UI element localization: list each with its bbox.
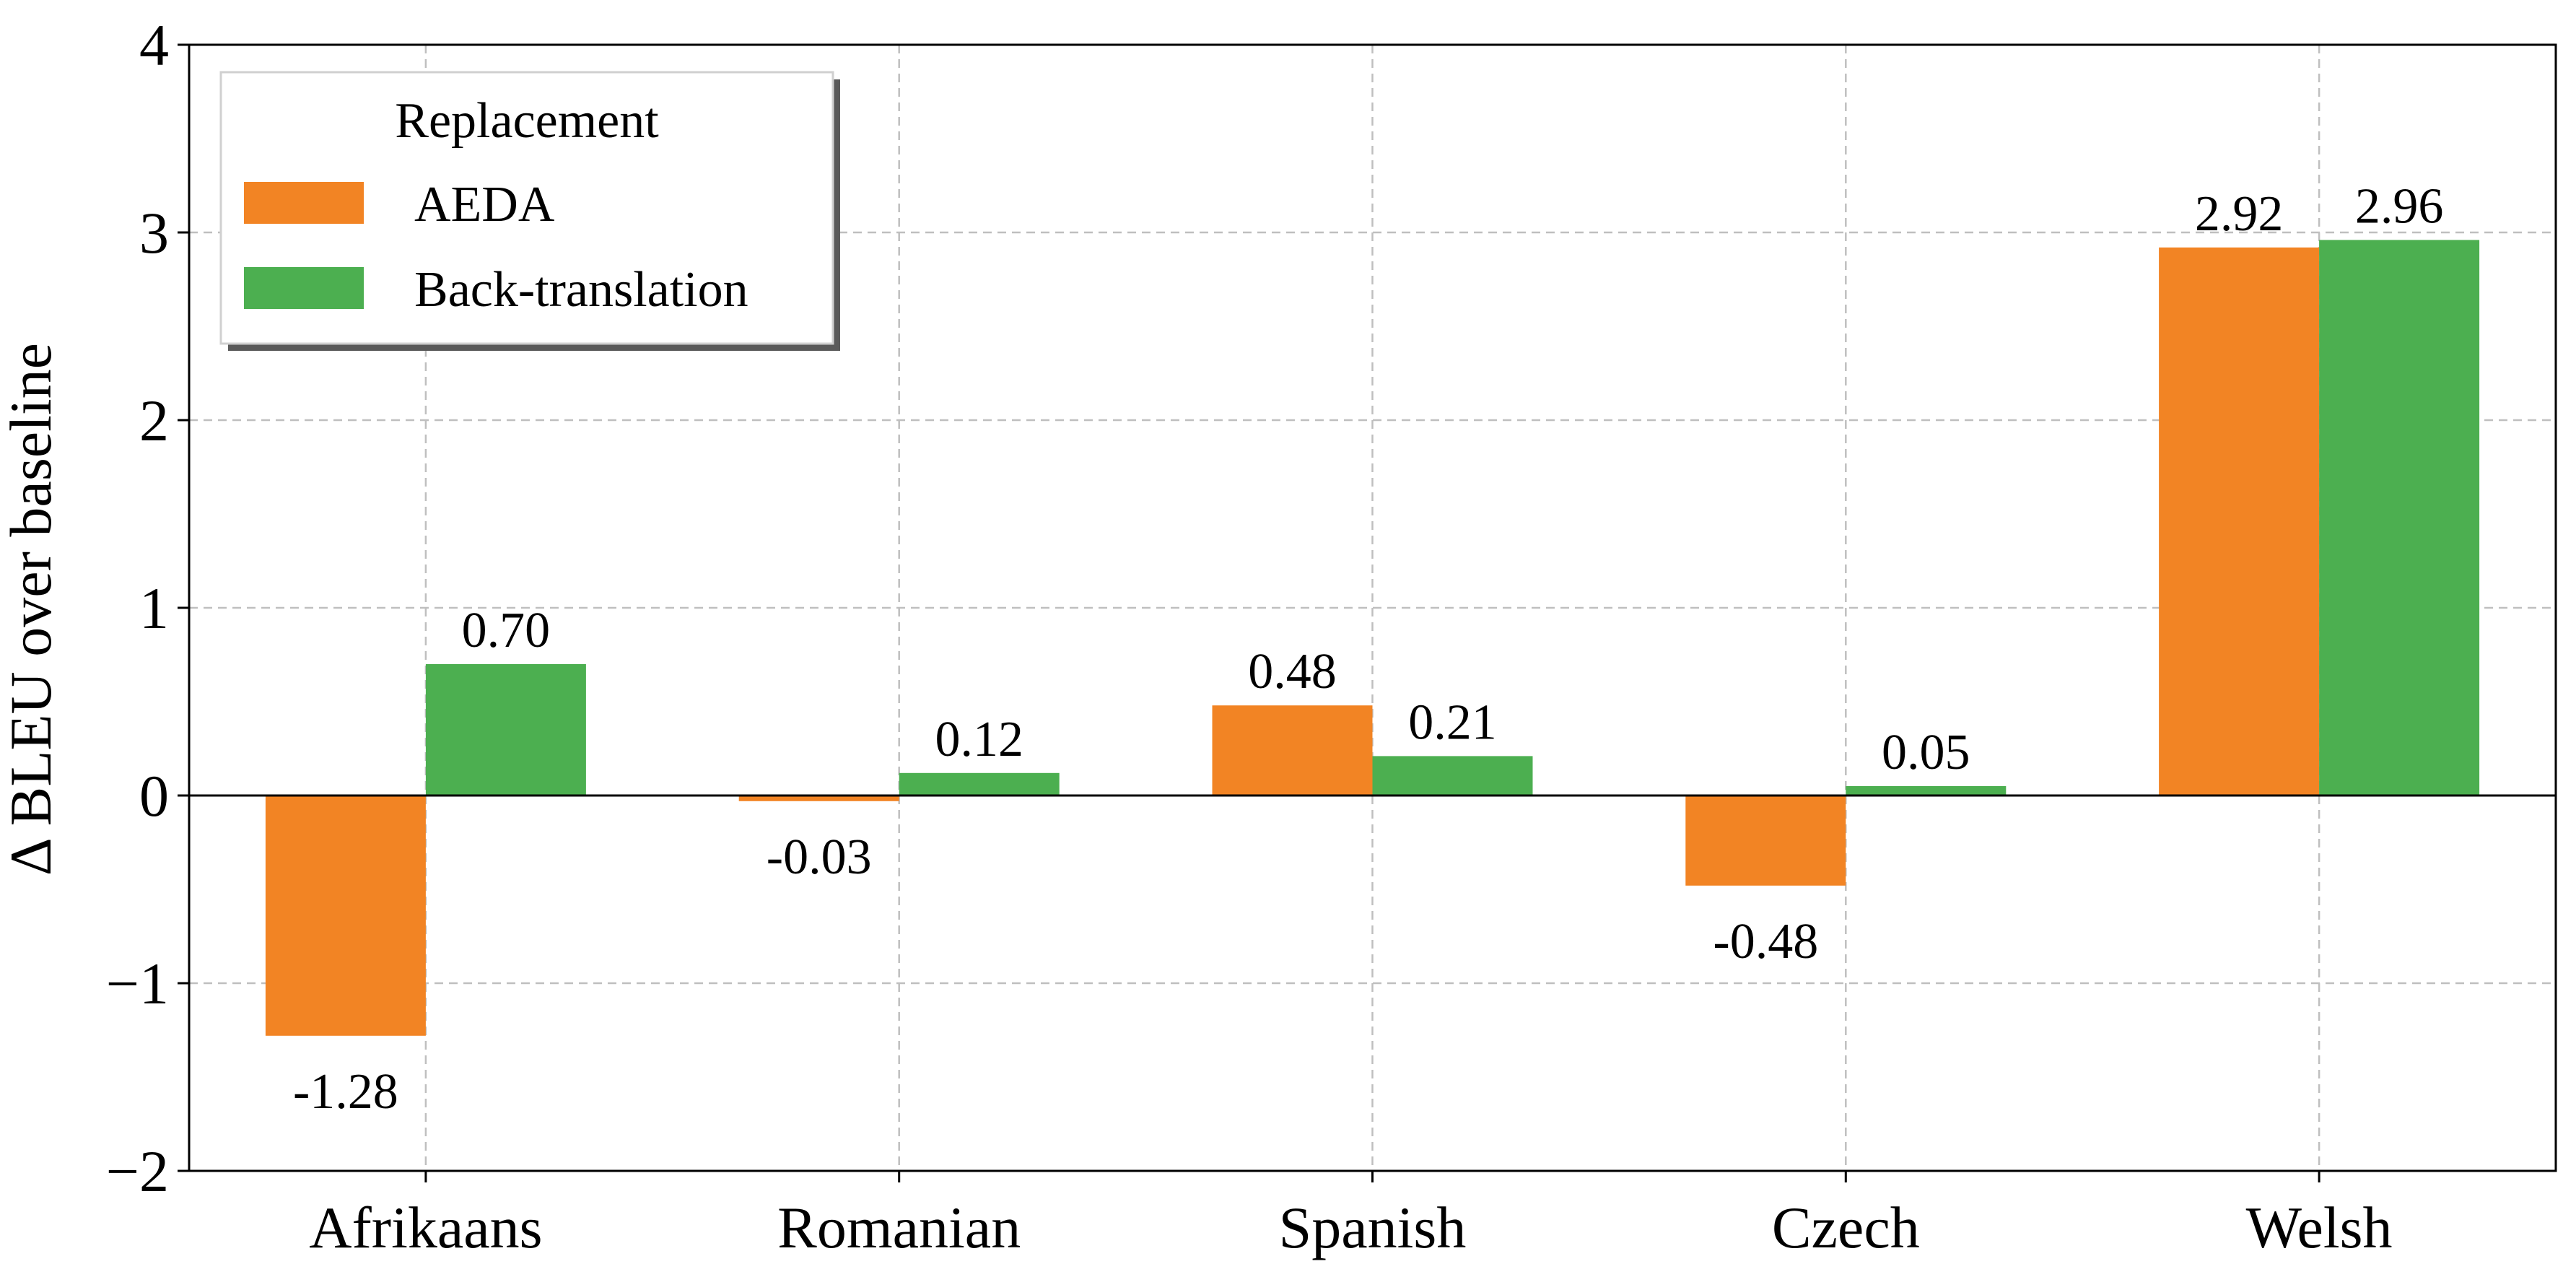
data-label-aeda-welsh: 2.92 — [2195, 186, 2284, 242]
x-tick-label-afrikaans: Afrikaans — [309, 1195, 542, 1260]
x-tick-label-welsh: Welsh — [2246, 1195, 2393, 1260]
bar-aeda-czech — [1685, 796, 1846, 886]
legend-label-back-translation: Back-translation — [414, 262, 748, 318]
data-label-back-translation-spanish: 0.21 — [1408, 694, 1497, 750]
bar-aeda-romanian — [738, 796, 899, 801]
x-tick-label-czech: Czech — [1772, 1195, 1920, 1260]
y-tick-label: −1 — [106, 951, 169, 1016]
legend-swatch-back-translation — [244, 267, 364, 309]
data-label-back-translation-welsh: 2.96 — [2355, 178, 2444, 234]
data-labels: -1.28 -0.03 0.48 -0.48 2.92 0.70 0.12 0.21 0.05 2… — [293, 178, 2443, 1119]
y-tick-label: 4 — [139, 12, 169, 78]
bar-aeda-afrikaans — [265, 796, 426, 1036]
bar-aeda-welsh — [2159, 247, 2320, 796]
bar-aeda-spanish — [1212, 705, 1373, 796]
y-tick-label: 0 — [139, 763, 169, 829]
data-label-aeda-czech: -0.48 — [1713, 914, 1818, 969]
legend: Replacement AEDA Back-translation — [219, 71, 840, 351]
y-axis-title: Δ BLEU over baseline — [0, 343, 64, 876]
bar-back-translation-czech — [1846, 786, 2007, 796]
data-label-back-translation-romanian: 0.12 — [935, 712, 1023, 767]
y-tick-label: 3 — [139, 200, 169, 266]
axes: −2 −1 0 1 2 3 4 Afrikaans Romanian Spanish Czech We… — [106, 12, 2557, 1260]
bar-back-translation-romanian — [899, 772, 1060, 796]
data-label-aeda-romanian: -0.03 — [767, 829, 872, 885]
data-label-aeda-spanish: 0.48 — [1248, 644, 1337, 699]
bar-back-translation-spanish — [1372, 756, 1533, 796]
legend-title: Replacement — [395, 93, 659, 149]
y-tick-label: 1 — [139, 575, 169, 641]
x-tick-label-romanian: Romanian — [777, 1195, 1021, 1260]
bar-back-translation-afrikaans — [425, 664, 586, 796]
bar-back-translation-welsh — [2319, 240, 2480, 796]
data-label-back-translation-czech: 0.05 — [1882, 725, 1970, 780]
x-tick-label-spanish: Spanish — [1279, 1195, 1467, 1260]
legend-label-aeda: AEDA — [414, 177, 555, 232]
bars — [265, 240, 2480, 1036]
y-tick-label: 2 — [139, 388, 169, 453]
legend-swatch-aeda — [244, 182, 364, 224]
y-tick-label: −2 — [106, 1138, 169, 1204]
data-label-aeda-afrikaans: -1.28 — [293, 1064, 398, 1120]
data-label-back-translation-afrikaans: 0.70 — [462, 603, 551, 658]
